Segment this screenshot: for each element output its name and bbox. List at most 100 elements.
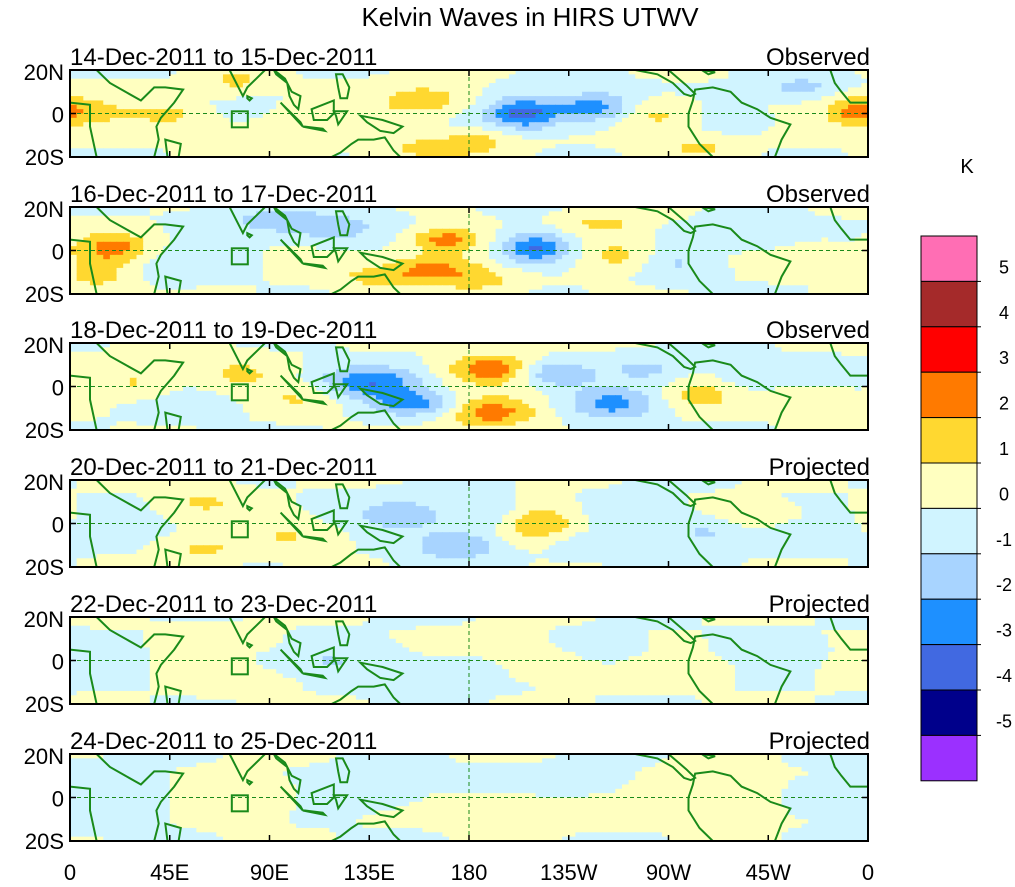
field-cell <box>276 280 284 286</box>
field-cell <box>595 250 603 256</box>
field-cell <box>435 343 443 348</box>
field-cell <box>322 220 330 225</box>
field-cell <box>389 126 397 132</box>
field-cell <box>415 276 424 282</box>
field-cell <box>302 130 310 136</box>
field-cell <box>389 100 397 106</box>
panel-3: 18-Dec-2011 to 19-Dec-2011 Observed20N020… <box>24 317 870 443</box>
field-cell <box>455 148 463 154</box>
field-cell <box>209 215 217 221</box>
field-cell <box>276 96 284 102</box>
field-cell <box>495 285 503 291</box>
field-cell <box>395 272 404 278</box>
field-cell <box>262 237 271 243</box>
field-cell <box>256 250 264 256</box>
field-cell <box>163 220 171 225</box>
field-cell <box>109 215 118 221</box>
field-cell <box>336 272 344 278</box>
field-cell <box>123 117 131 123</box>
field-cell <box>555 241 563 247</box>
field-cell <box>582 289 590 294</box>
field-cell <box>415 113 424 119</box>
field-cell <box>355 83 364 88</box>
field-cell <box>256 289 264 294</box>
field-cell <box>488 246 497 252</box>
field-cell <box>602 148 610 154</box>
field-cell <box>562 254 570 260</box>
field-cell <box>495 237 503 243</box>
field-cell <box>163 126 171 132</box>
field-cell <box>482 130 490 136</box>
field-cell <box>269 228 277 234</box>
field-cell <box>701 139 709 145</box>
field-cell <box>834 254 842 260</box>
field-cell <box>342 139 350 145</box>
field-cell <box>515 233 523 239</box>
field-cell <box>269 143 277 149</box>
field-cell <box>814 70 823 75</box>
field-cell <box>834 289 842 294</box>
field-cell <box>701 280 709 286</box>
field-cell <box>688 70 696 75</box>
field-cell <box>136 263 144 269</box>
field-cell <box>103 220 111 225</box>
field-cell <box>462 224 470 230</box>
field-cell <box>801 263 809 269</box>
field-cell <box>276 220 284 225</box>
field-cell <box>355 285 364 291</box>
field-cell <box>402 285 410 291</box>
field-cell <box>309 272 317 278</box>
field-cell <box>508 289 517 294</box>
field-cell <box>768 259 776 265</box>
field-cell <box>336 152 344 157</box>
field-cell <box>129 139 138 145</box>
field-cell <box>542 74 550 80</box>
field-cell <box>189 143 197 149</box>
field-cell <box>848 152 856 157</box>
field-cell <box>668 285 676 291</box>
field-cell <box>83 276 91 282</box>
field-cell <box>176 246 184 252</box>
field-cell <box>469 87 477 93</box>
field-cell <box>242 289 251 294</box>
field-cell <box>309 96 317 102</box>
field-cell <box>628 254 636 260</box>
field-cell <box>495 224 503 230</box>
field-cell <box>442 276 450 282</box>
field-cell <box>628 148 636 154</box>
field-cell <box>735 250 743 256</box>
field-cell <box>176 241 184 247</box>
field-cell <box>136 113 144 119</box>
field-cell <box>688 143 696 149</box>
field-cell <box>116 241 124 247</box>
field-cell <box>369 246 377 252</box>
field-cell <box>568 224 576 230</box>
field-cell <box>655 148 663 154</box>
field-cell <box>375 220 384 225</box>
field-cell <box>176 259 184 265</box>
field-cell <box>76 126 84 132</box>
field-cell <box>249 224 257 230</box>
field-cell <box>282 263 291 269</box>
field-cell <box>203 143 211 149</box>
field-cell <box>156 215 164 221</box>
field-cell <box>848 289 856 294</box>
field-cell <box>262 220 271 225</box>
field-cell <box>628 246 636 252</box>
field-cell <box>695 207 703 212</box>
field-cell <box>395 343 404 348</box>
field-cell <box>322 215 330 221</box>
field-cell <box>508 91 517 97</box>
field-cell <box>83 74 91 80</box>
field-cell <box>83 113 91 119</box>
field-cell <box>695 83 703 88</box>
field-cell <box>861 207 868 212</box>
field-cell <box>242 143 251 149</box>
field-cell <box>229 250 237 256</box>
field-cell <box>508 139 517 145</box>
field-cell <box>495 280 503 286</box>
field-cell <box>316 148 324 154</box>
field-cell <box>621 224 630 230</box>
field-cell <box>748 263 756 269</box>
field-cell <box>249 220 257 225</box>
